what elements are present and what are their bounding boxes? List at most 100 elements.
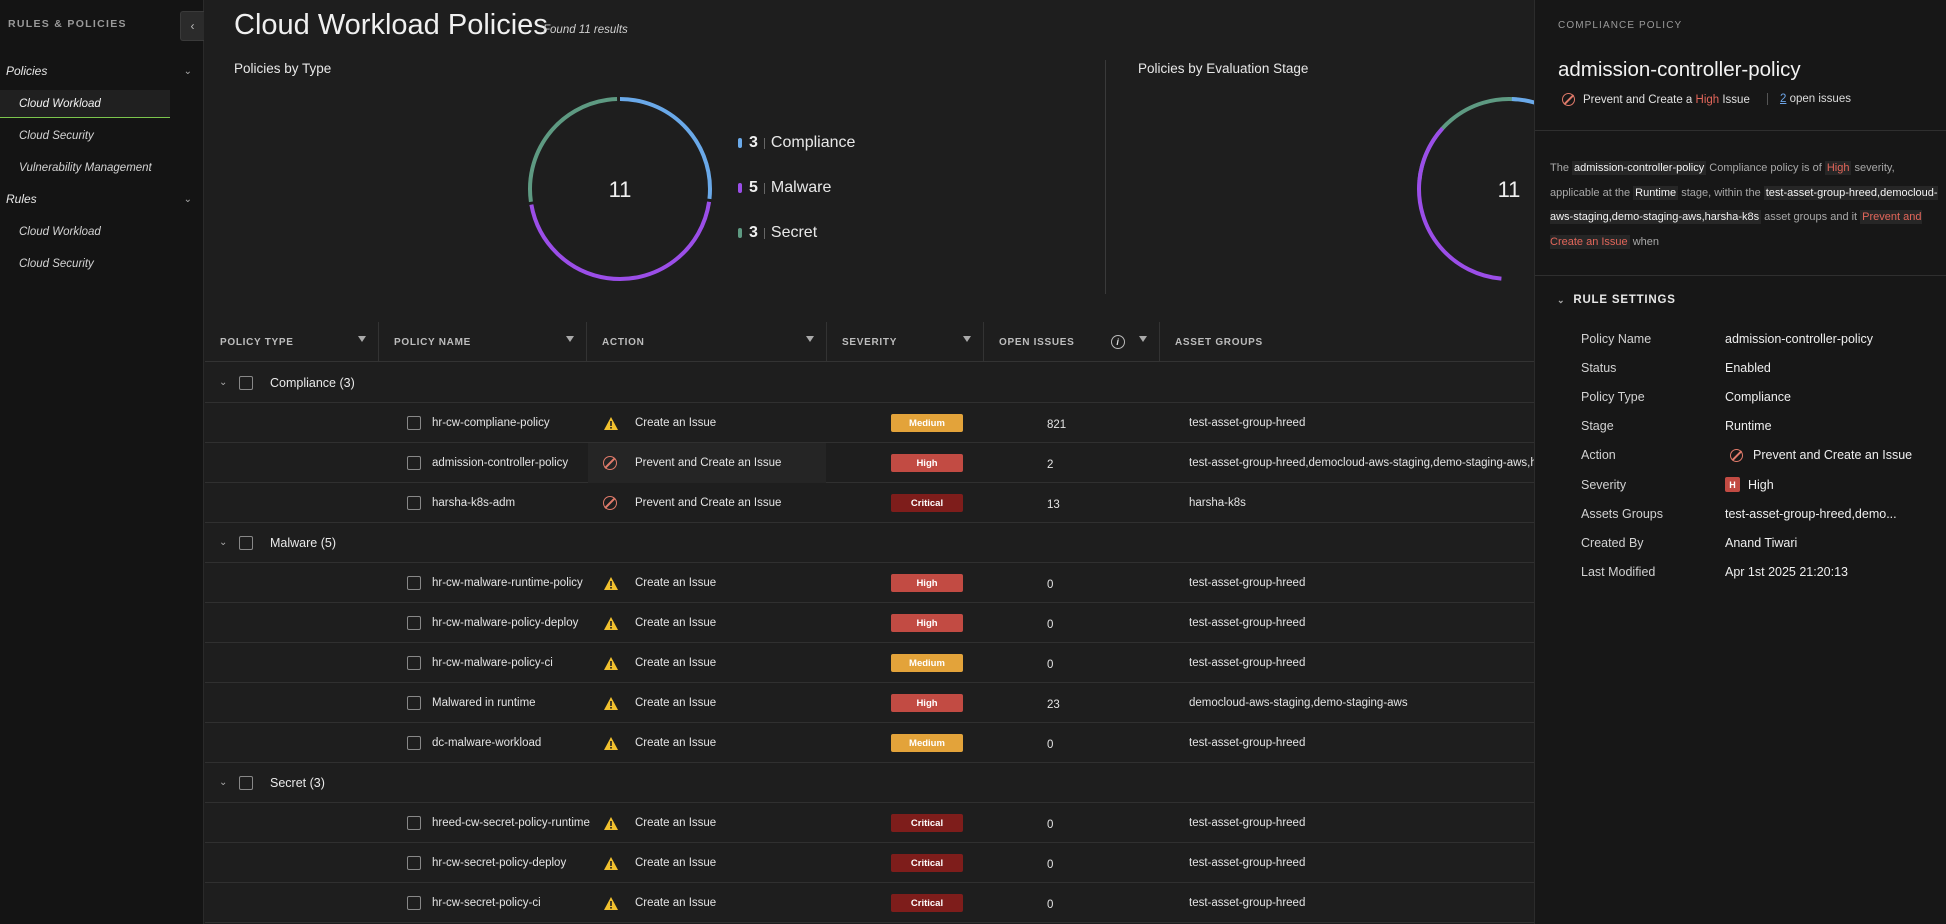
- table-row[interactable]: hr-cw-malware-policy-deploy Create an Iss…: [205, 603, 1534, 643]
- policy-name[interactable]: hr-cw-malware-policy-deploy: [432, 617, 579, 629]
- policy-name[interactable]: hr-cw-secret-policy-ci: [432, 897, 541, 909]
- policy-name[interactable]: hr-cw-secret-policy-deploy: [432, 857, 567, 869]
- group-row[interactable]: ⌄ Malware (5): [205, 523, 1534, 563]
- table-row[interactable]: harsha-k8s-adm Prevent and Create an Issu…: [205, 483, 1534, 523]
- group-row[interactable]: ⌄ Secret (3): [205, 763, 1534, 803]
- open-issues-count: 0: [1047, 658, 1054, 671]
- setting-row: Policy Type Compliance: [1581, 387, 1941, 407]
- sidebar-section-policies[interactable]: Policies ⌄: [6, 61, 192, 81]
- detail-title: admission-controller-policy: [1558, 58, 1801, 81]
- column-header-severity[interactable]: SEVERITY: [827, 322, 984, 362]
- column-header-open-issues[interactable]: OPEN ISSUES i: [984, 322, 1160, 362]
- filter-icon[interactable]: [358, 336, 366, 342]
- policy-name[interactable]: hreed-cw-secret-policy-runtime: [432, 817, 590, 829]
- chevron-down-icon: ⌄: [1557, 294, 1566, 305]
- chevron-down-icon[interactable]: ⌄: [219, 537, 228, 548]
- sidebar-item-label: Cloud Workload: [19, 226, 101, 238]
- table-row[interactable]: hr-cw-secret-policy-deploy Create an Issu…: [205, 843, 1534, 883]
- policy-name[interactable]: harsha-k8s-adm: [432, 497, 516, 509]
- asset-groups: test-asset-group-hreed: [1189, 617, 1306, 629]
- legend-item-malware[interactable]: 5 Malware: [738, 176, 831, 200]
- sidebar-section-rules[interactable]: Rules ⌄: [6, 189, 192, 209]
- column-header-label: ACTION: [602, 336, 645, 348]
- group-checkbox[interactable]: [239, 536, 253, 550]
- setting-row: Policy Name admission-controller-policy: [1581, 329, 1941, 349]
- row-checkbox[interactable]: [407, 616, 421, 630]
- table-row[interactable]: Malwared in runtime Create an Issue High 23…: [205, 683, 1534, 723]
- row-checkbox[interactable]: [407, 576, 421, 590]
- group-row[interactable]: ⌄ Compliance (3): [205, 363, 1534, 403]
- sidebar-title: RULES & POLICIES: [8, 18, 127, 30]
- severity-cell: High: [891, 683, 981, 723]
- row-checkbox[interactable]: [407, 656, 421, 670]
- policy-name[interactable]: hr-cw-malware-runtime-policy: [432, 577, 583, 589]
- row-checkbox[interactable]: [407, 456, 421, 470]
- filter-icon[interactable]: [963, 336, 971, 342]
- collapse-sidebar-button[interactable]: ‹: [180, 11, 204, 41]
- info-icon[interactable]: i: [1111, 335, 1125, 349]
- row-checkbox[interactable]: [407, 736, 421, 750]
- table-row[interactable]: hr-cw-secret-policy-ci Create an Issue Cri…: [205, 883, 1534, 923]
- policy-name[interactable]: Malwared in runtime: [432, 697, 536, 709]
- sidebar-item-vulnerability-management[interactable]: Vulnerability Management: [0, 154, 170, 182]
- group-checkbox[interactable]: [239, 376, 253, 390]
- warning-icon: [604, 896, 618, 910]
- open-issues-link[interactable]: 2: [1780, 93, 1787, 105]
- open-issues-count: 0: [1047, 618, 1054, 631]
- sidebar-item-policies-cloud-workload[interactable]: Cloud Workload: [0, 90, 170, 118]
- column-header-policy-type[interactable]: POLICY TYPE: [205, 322, 379, 362]
- warning-icon: [604, 856, 618, 870]
- chevron-down-icon[interactable]: ⌄: [219, 377, 228, 388]
- legend-item-compliance[interactable]: 3 Compliance: [738, 131, 855, 155]
- row-checkbox[interactable]: [407, 496, 421, 510]
- desc-text: asset groups and it: [1761, 211, 1861, 223]
- row-checkbox[interactable]: [407, 696, 421, 710]
- warning-icon: [604, 656, 618, 670]
- action-cell: Create an Issue: [588, 803, 826, 843]
- action-cell: Create an Issue: [588, 643, 826, 683]
- column-header-label: OPEN ISSUES: [999, 336, 1075, 348]
- table-row[interactable]: hr-cw-malware-policy-ci Create an Issue Me…: [205, 643, 1534, 683]
- filter-icon[interactable]: [806, 336, 814, 342]
- table-row[interactable]: hr-cw-malware-runtime-policy Create an Is…: [205, 563, 1534, 603]
- legend-item-secret[interactable]: 3 Secret: [738, 221, 817, 245]
- row-checkbox[interactable]: [407, 816, 421, 830]
- asset-groups: test-asset-group-hreed: [1189, 857, 1306, 869]
- donut-slice-compliance[interactable]: [528, 97, 712, 281]
- column-header-asset-groups[interactable]: ASSET GROUPS: [1160, 322, 1534, 362]
- table-row[interactable]: hreed-cw-secret-policy-runtime Create an …: [205, 803, 1534, 843]
- setting-value-wrap: admission-controller-policy: [1725, 332, 1873, 346]
- sidebar-item-rules-cloud-security[interactable]: Cloud Security: [0, 250, 170, 278]
- policy-name[interactable]: dc-malware-workload: [432, 737, 542, 749]
- group-checkbox[interactable]: [239, 776, 253, 790]
- severity-cell: Critical: [891, 883, 981, 923]
- row-checkbox[interactable]: [407, 896, 421, 910]
- filter-icon[interactable]: [1139, 336, 1147, 342]
- chevron-down-icon[interactable]: ⌄: [219, 777, 228, 788]
- filter-icon[interactable]: [566, 336, 574, 342]
- policy-name[interactable]: hr-cw-compliane-policy: [432, 417, 550, 429]
- row-checkbox[interactable]: [407, 856, 421, 870]
- column-header-policy-name[interactable]: POLICY NAME: [379, 322, 587, 362]
- action-cell: Create an Issue: [588, 403, 826, 443]
- policy-detail-panel: COMPLIANCE POLICY admission-controller-p…: [1534, 0, 1946, 924]
- action-label: Create an Issue: [635, 697, 717, 709]
- donut-slice-malware[interactable]: [523, 92, 717, 286]
- sidebar-item-rules-cloud-workload[interactable]: Cloud Workload: [0, 218, 170, 246]
- rule-settings-toggle[interactable]: ⌄ RULE SETTINGS: [1557, 294, 1676, 306]
- setting-value: Apr 1st 2025 21:20:13: [1725, 564, 1849, 579]
- desc-text: Compliance policy is of: [1706, 162, 1825, 174]
- column-header-action[interactable]: ACTION: [587, 322, 827, 362]
- severity-badge: High: [891, 614, 963, 632]
- policy-name[interactable]: admission-controller-policy: [432, 457, 569, 469]
- table-row[interactable]: dc-malware-workload Create an Issue Medium…: [205, 723, 1534, 763]
- row-checkbox[interactable]: [407, 416, 421, 430]
- open-issues-count: 821: [1047, 418, 1067, 431]
- setting-value: admission-controller-policy: [1725, 332, 1873, 346]
- table-row[interactable]: hr-cw-compliane-policy Create an Issue Med…: [205, 403, 1534, 443]
- sidebar-item-policies-cloud-security[interactable]: Cloud Security: [0, 122, 170, 150]
- table-row[interactable]: admission-controller-policy Prevent and C…: [205, 443, 1534, 483]
- action-cell: Create an Issue: [588, 683, 826, 723]
- policy-name[interactable]: hr-cw-malware-policy-ci: [432, 657, 553, 669]
